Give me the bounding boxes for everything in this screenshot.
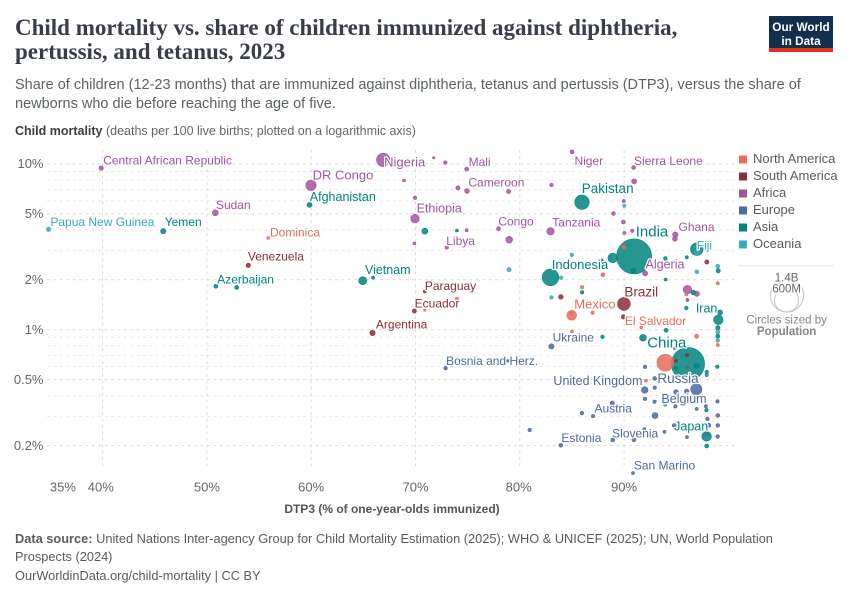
svg-text:Tanzania: Tanzania xyxy=(552,216,600,230)
svg-text:Asia: Asia xyxy=(753,219,779,234)
svg-text:80%: 80% xyxy=(506,480,532,495)
svg-text:China: China xyxy=(647,334,687,351)
svg-text:90%: 90% xyxy=(611,480,637,495)
svg-text:Algeria: Algeria xyxy=(646,257,685,271)
svg-text:El Salvador: El Salvador xyxy=(625,314,686,328)
svg-text:Africa: Africa xyxy=(753,185,787,200)
svg-text:Libya: Libya xyxy=(446,234,475,248)
svg-text:60%: 60% xyxy=(298,480,324,495)
svg-text:Ghana: Ghana xyxy=(678,220,714,234)
svg-text:DR Congo: DR Congo xyxy=(313,167,374,182)
svg-text:70%: 70% xyxy=(402,480,428,495)
svg-text:Nigeria: Nigeria xyxy=(384,154,426,169)
svg-text:600M: 600M xyxy=(772,284,801,296)
svg-text:Sudan: Sudan xyxy=(216,198,251,212)
svg-text:San Marino: San Marino xyxy=(634,459,696,473)
svg-text:Afghanistan: Afghanistan xyxy=(310,190,376,204)
svg-text:35%: 35% xyxy=(50,480,76,495)
svg-text:Central African Republic: Central African Republic xyxy=(103,154,232,168)
svg-text:Japan: Japan xyxy=(674,420,708,434)
svg-text:1.4B: 1.4B xyxy=(775,273,799,285)
svg-text:Slovenia: Slovenia xyxy=(612,426,658,440)
svg-text:Pakistan: Pakistan xyxy=(582,181,634,196)
svg-text:Congo: Congo xyxy=(498,215,534,229)
svg-text:Fiji: Fiji xyxy=(697,239,712,253)
svg-text:Niger: Niger xyxy=(574,154,603,168)
svg-text:Yemen: Yemen xyxy=(165,215,202,229)
svg-text:Iran: Iran xyxy=(696,302,718,316)
svg-text:Indonesia: Indonesia xyxy=(552,257,609,272)
svg-text:50%: 50% xyxy=(194,480,220,495)
svg-text:North America: North America xyxy=(753,151,836,166)
svg-text:5%: 5% xyxy=(25,206,44,221)
svg-text:Dominica: Dominica xyxy=(270,226,320,240)
svg-text:DTP3 (% of one-year-olds immun: DTP3 (% of one-year-olds immunized) xyxy=(284,502,499,516)
svg-text:India: India xyxy=(636,224,669,241)
svg-text:Brazil: Brazil xyxy=(624,284,658,299)
svg-text:South America: South America xyxy=(753,168,838,183)
svg-text:Cameroon: Cameroon xyxy=(468,176,524,190)
svg-text:Russia: Russia xyxy=(657,371,699,386)
svg-text:Oceania: Oceania xyxy=(753,236,802,251)
svg-text:Mexico: Mexico xyxy=(574,296,615,311)
svg-text:Belgium: Belgium xyxy=(661,392,706,406)
svg-text:Ukraine: Ukraine xyxy=(553,331,595,345)
svg-text:Population: Population xyxy=(757,326,816,338)
svg-text:Mali: Mali xyxy=(469,155,491,169)
svg-text:Azerbaijan: Azerbaijan xyxy=(217,272,274,286)
svg-text:Austria: Austria xyxy=(595,402,633,416)
svg-text:Bosnia and Herz.: Bosnia and Herz. xyxy=(446,354,538,368)
svg-text:Papua New Guinea: Papua New Guinea xyxy=(50,215,154,229)
svg-text:Ecuador: Ecuador xyxy=(415,297,460,311)
svg-text:2%: 2% xyxy=(25,272,44,287)
svg-text:Vietnam: Vietnam xyxy=(365,263,411,277)
svg-text:United Kingdom: United Kingdom xyxy=(553,374,642,388)
svg-text:Paraguay: Paraguay xyxy=(425,279,476,293)
svg-text:Estonia: Estonia xyxy=(561,431,601,445)
svg-text:Circles sized by: Circles sized by xyxy=(746,315,827,327)
svg-text:1%: 1% xyxy=(25,322,44,337)
svg-text:Ethiopia: Ethiopia xyxy=(417,201,462,215)
svg-text:40%: 40% xyxy=(88,480,114,495)
svg-text:Argentina: Argentina xyxy=(376,318,428,332)
svg-text:Venezuela: Venezuela xyxy=(248,250,304,264)
svg-text:Sierra Leone: Sierra Leone xyxy=(634,154,703,168)
svg-text:10%: 10% xyxy=(17,156,43,171)
svg-text:0.5%: 0.5% xyxy=(14,372,44,387)
svg-text:0.2%: 0.2% xyxy=(14,438,44,453)
svg-text:Europe: Europe xyxy=(753,202,795,217)
